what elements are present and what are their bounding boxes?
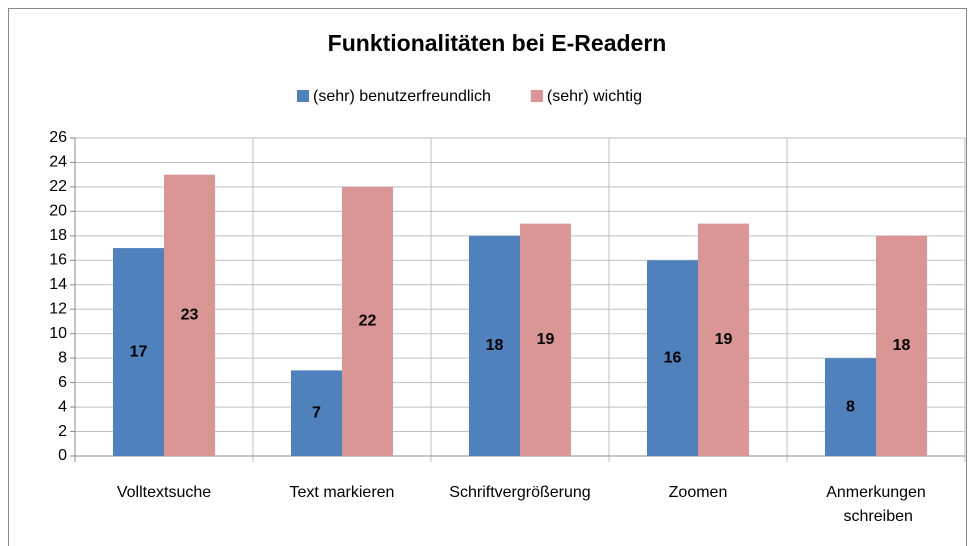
y-tick-label: 2 — [58, 423, 67, 440]
bar — [876, 235, 927, 456]
value-label: 22 — [359, 313, 377, 330]
legend-label: (sehr) benutzerfreundlich — [313, 88, 491, 105]
y-tick-label: 8 — [58, 349, 67, 366]
y-tick-label: 14 — [49, 276, 67, 293]
bar — [291, 370, 342, 456]
y-tick-label: 12 — [49, 300, 67, 317]
y-tick-label: 20 — [49, 203, 67, 220]
x-tick-label: Volltextsuche — [117, 484, 211, 501]
bar — [698, 223, 749, 456]
y-tick-label: 26 — [49, 129, 67, 146]
bar — [520, 223, 571, 456]
y-tick-label: 22 — [49, 178, 67, 195]
bar — [342, 186, 393, 456]
value-label: 7 — [312, 404, 321, 421]
bar — [647, 260, 698, 456]
value-label: 18 — [893, 337, 911, 354]
bar — [469, 235, 520, 456]
y-tick-label: 4 — [58, 398, 67, 415]
legend-label: (sehr) wichtig — [547, 88, 642, 105]
y-tick-label: 18 — [49, 227, 67, 244]
legend-swatch — [297, 90, 309, 102]
x-tick-label: Text markieren — [290, 484, 395, 501]
value-label: 19 — [537, 331, 555, 348]
y-tick-label: 10 — [49, 325, 67, 342]
y-tick-label: 0 — [58, 447, 67, 464]
x-tick-label: Anmerkungen schreiben — [826, 484, 926, 525]
bar — [113, 248, 164, 456]
value-label: 19 — [715, 331, 733, 348]
x-tick-label: Schriftvergrößerung — [449, 484, 590, 501]
bar — [825, 358, 876, 456]
value-label: 23 — [181, 307, 199, 324]
y-tick-label: 24 — [49, 154, 67, 171]
value-label: 8 — [846, 398, 855, 415]
bar — [164, 174, 215, 456]
legend-swatch — [530, 90, 543, 102]
y-tick-label: 16 — [49, 252, 67, 269]
value-label: 18 — [486, 337, 504, 354]
value-label: 17 — [130, 343, 148, 360]
value-label: 16 — [664, 349, 682, 366]
x-tick-label: Zoomen — [669, 484, 728, 501]
chart-title: Funktionalitäten bei E-Readern — [328, 30, 667, 56]
y-tick-label: 6 — [58, 374, 67, 391]
